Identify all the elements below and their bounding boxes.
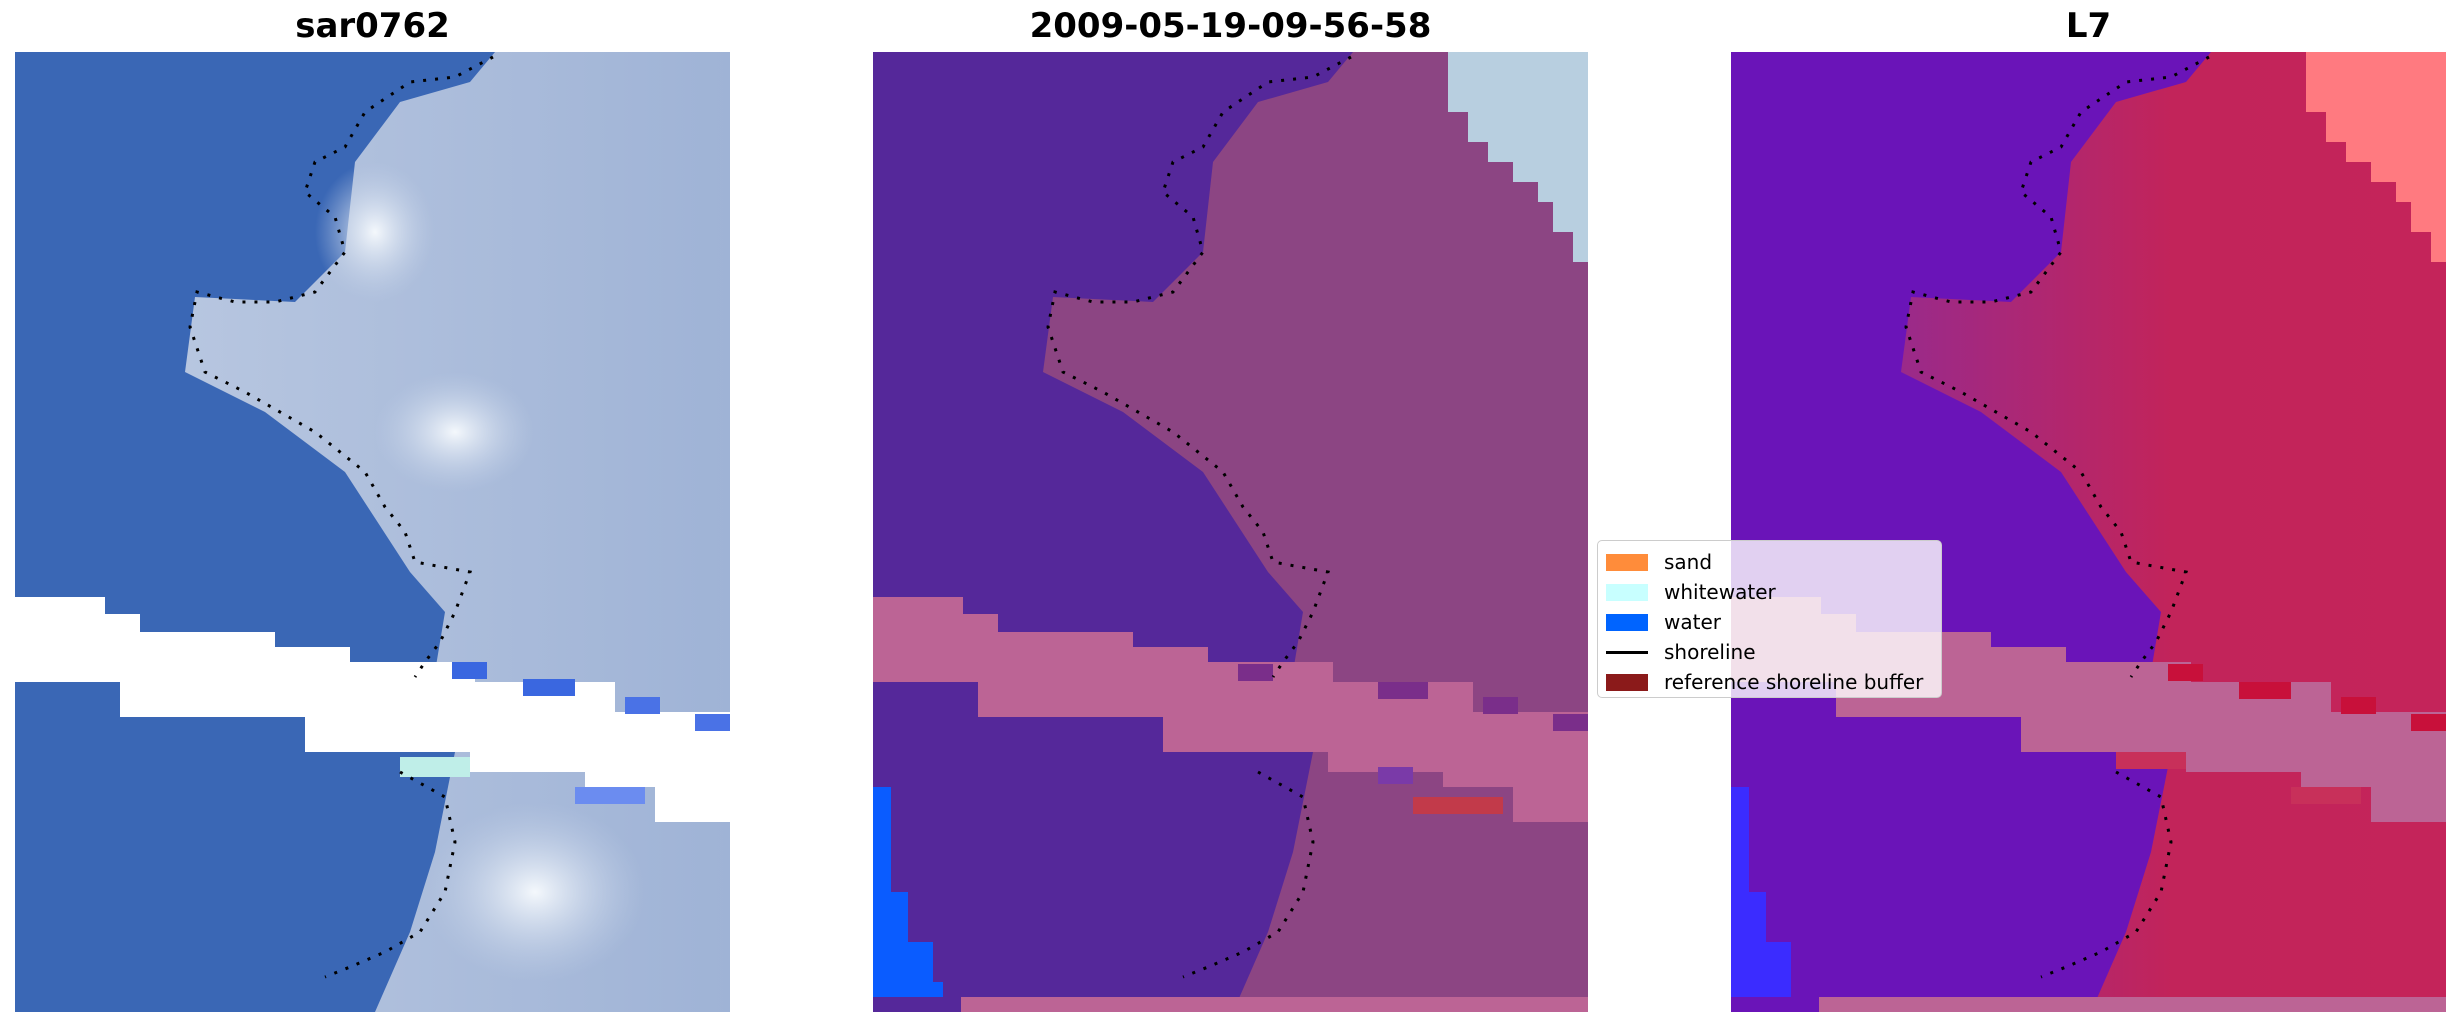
red-pixel [2239,682,2291,699]
dark-pixel [1483,697,1518,714]
legend-label: reference shoreline buffer [1664,670,1924,694]
legend-label: whitewater [1664,580,1776,604]
index-image [1731,52,2446,1012]
blue-pixel [625,697,660,714]
dark-pixel [1553,714,1588,731]
red-pixel [2168,664,2203,681]
blue-pixel [695,714,730,731]
red-pixel [2411,714,2446,731]
legend-swatch [1606,613,1648,631]
legend-item-reference-buffer: reference shoreline buffer [1606,667,1941,697]
bright-corner [2306,52,2446,262]
red-pixel [2291,787,2361,804]
dark-pixel [1238,664,1273,681]
blue-pixel [452,662,487,679]
legend-item-shoreline: shoreline [1606,637,1941,667]
bright-patch [375,372,535,492]
legend-swatch [1606,583,1648,601]
water-class-edge [873,787,943,997]
buffer-strip [1819,997,2446,1012]
no-data-stripe [15,597,730,822]
dark-pixel [1378,767,1413,784]
blue-pixel [575,787,645,804]
blue-edge [1731,787,1791,997]
red-pixel [1413,797,1503,814]
legend-item-whitewater: whitewater [1606,577,1941,607]
legend-line [1606,650,1648,654]
legend: sand whitewater water shoreline referenc… [1597,540,1942,698]
buffer-strip [961,997,1588,1012]
legend-label: shoreline [1664,640,1756,664]
classification-image [873,52,1588,1012]
panel-title-classification: 2009-05-19-09-56-58 [1029,6,1432,46]
legend-item-water: water [1606,607,1941,637]
blue-pixel [523,679,575,696]
red-pixel [2116,752,2186,769]
panel-title-satellite: sar0762 [295,6,450,46]
legend-label: water [1664,610,1721,634]
whitewater-corner [1448,52,1588,262]
satellite-rgb-image [15,52,730,1012]
bright-patch [315,162,435,302]
legend-swatch [1606,673,1648,691]
red-pixel [2341,697,2376,714]
panel-title-index: L7 [2065,6,2112,46]
legend-item-sand: sand [1606,547,1941,577]
legend-swatch [1606,553,1648,571]
cyan-pixel [400,757,470,777]
dark-pixel [1378,682,1428,699]
legend-label: sand [1664,550,1713,574]
bright-patch [425,802,645,982]
buffer-stripe [873,597,1588,822]
